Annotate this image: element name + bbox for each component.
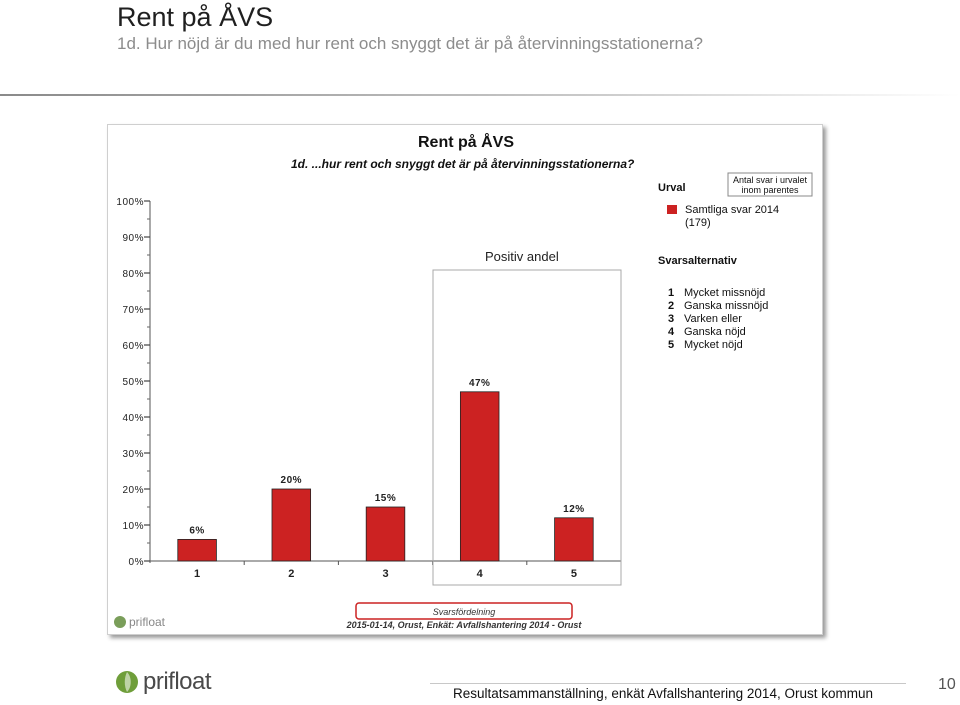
y-tick-label: 70% (122, 305, 144, 316)
title-divider (0, 94, 960, 96)
axis-layer: 0% 10% 20% 30% 40% 50% 60% 70% 80% 90% 100% (116, 197, 622, 568)
bar-value-label: 47% (469, 378, 491, 389)
legend-series-name: Samtliga svar 2014 (685, 204, 779, 216)
x-tick-label: 1 (194, 568, 200, 580)
brand-logo: prifloat (115, 668, 212, 696)
bar-value-label: 20% (281, 475, 303, 486)
brand-text: prifloat (143, 668, 212, 695)
legend-alternative-label: Varken eller (684, 313, 742, 325)
footer-divider (430, 683, 906, 684)
bar (271, 488, 312, 562)
x-tick-label: 4 (477, 568, 484, 580)
slide-subtitle: 1d. Hur nöjd är du med hur rent och snyg… (117, 34, 703, 53)
legend-note-box (727, 172, 813, 197)
xlabel-highlight (355, 602, 573, 620)
chart-subtitle: 1d. ...hur rent och snyggt det är på åte… (291, 157, 635, 171)
y-tick-label: 20% (122, 485, 144, 496)
x-tick-label: 5 (571, 568, 577, 580)
y-tick-label: 60% (122, 341, 144, 352)
legend-alternatives-heading: Svarsalternativ (658, 255, 738, 267)
bar (365, 506, 406, 562)
chart-title: Rent på ÅVS (418, 132, 514, 151)
footer-text: Resultatsammanställning, enkät Avfallsha… (453, 686, 873, 701)
legend-note-line2: inom parentes (741, 185, 799, 195)
x-axis-label: Svarsfördelning (433, 607, 496, 617)
legend-note-line1: Antal svar i urvalet (733, 175, 808, 185)
legend-alternative-label: Ganska missnöjd (684, 300, 768, 312)
slide-title: Rent på ÅVS (117, 2, 274, 32)
legend-alternatives: 1 Mycket missnöjd 2 Ganska missnöjd 3 Varken … (668, 287, 768, 351)
legend-alternative-number: 5 (668, 339, 674, 351)
legend-series-count: (179) (685, 217, 711, 229)
y-tick-label: 100% (116, 197, 144, 208)
bar-value-label: 6% (189, 525, 204, 536)
chart-frame: Rent på ÅVS 1d. ...hur rent och snyggt d… (107, 124, 823, 635)
prifloat-logo-icon (116, 671, 138, 693)
legend-alternative-number: 2 (668, 300, 674, 312)
legend-series-swatch (667, 205, 677, 214)
bar (554, 517, 594, 562)
bar-value-label: 15% (375, 493, 397, 504)
bars-layer: 6% 1 20% 2 15% 3 47% 4 12% 5 (177, 378, 594, 580)
legend-alternative-label: Ganska nöjd (684, 326, 746, 338)
legend-alternative-label: Mycket missnöjd (684, 287, 765, 299)
chart-brand-icon (114, 616, 126, 628)
positive-share-box (432, 269, 622, 586)
legend-alternative-number: 3 (668, 313, 674, 325)
positive-share-label: Positiv andel (485, 249, 559, 264)
bar-value-label: 12% (563, 504, 585, 515)
y-tick-label: 40% (122, 413, 144, 424)
page-number: 10 (938, 676, 956, 693)
x-tick-label: 3 (382, 568, 388, 580)
y-tick-label: 90% (122, 233, 144, 244)
chart-brand-text: prifloat (129, 615, 166, 629)
bar (177, 538, 217, 562)
legend-alternative-label: Mycket nöjd (684, 339, 743, 351)
y-tick-label: 0% (129, 557, 144, 568)
bar-chart: Rent på ÅVS 1d. ...hur rent och snyggt d… (114, 132, 813, 630)
legend-alternative-number: 4 (668, 326, 675, 338)
bar (459, 391, 500, 562)
legend-urval-heading: Urval (658, 182, 686, 194)
chart-source-note: 2015-01-14, Orust, Enkät: Avfallshanteri… (346, 620, 583, 630)
legend-alternative-number: 1 (668, 287, 674, 299)
y-tick-label: 80% (122, 269, 144, 280)
y-tick-label: 30% (122, 449, 144, 460)
y-tick-label: 50% (122, 377, 144, 388)
x-tick-label: 2 (288, 568, 294, 580)
y-tick-label: 10% (122, 521, 144, 532)
